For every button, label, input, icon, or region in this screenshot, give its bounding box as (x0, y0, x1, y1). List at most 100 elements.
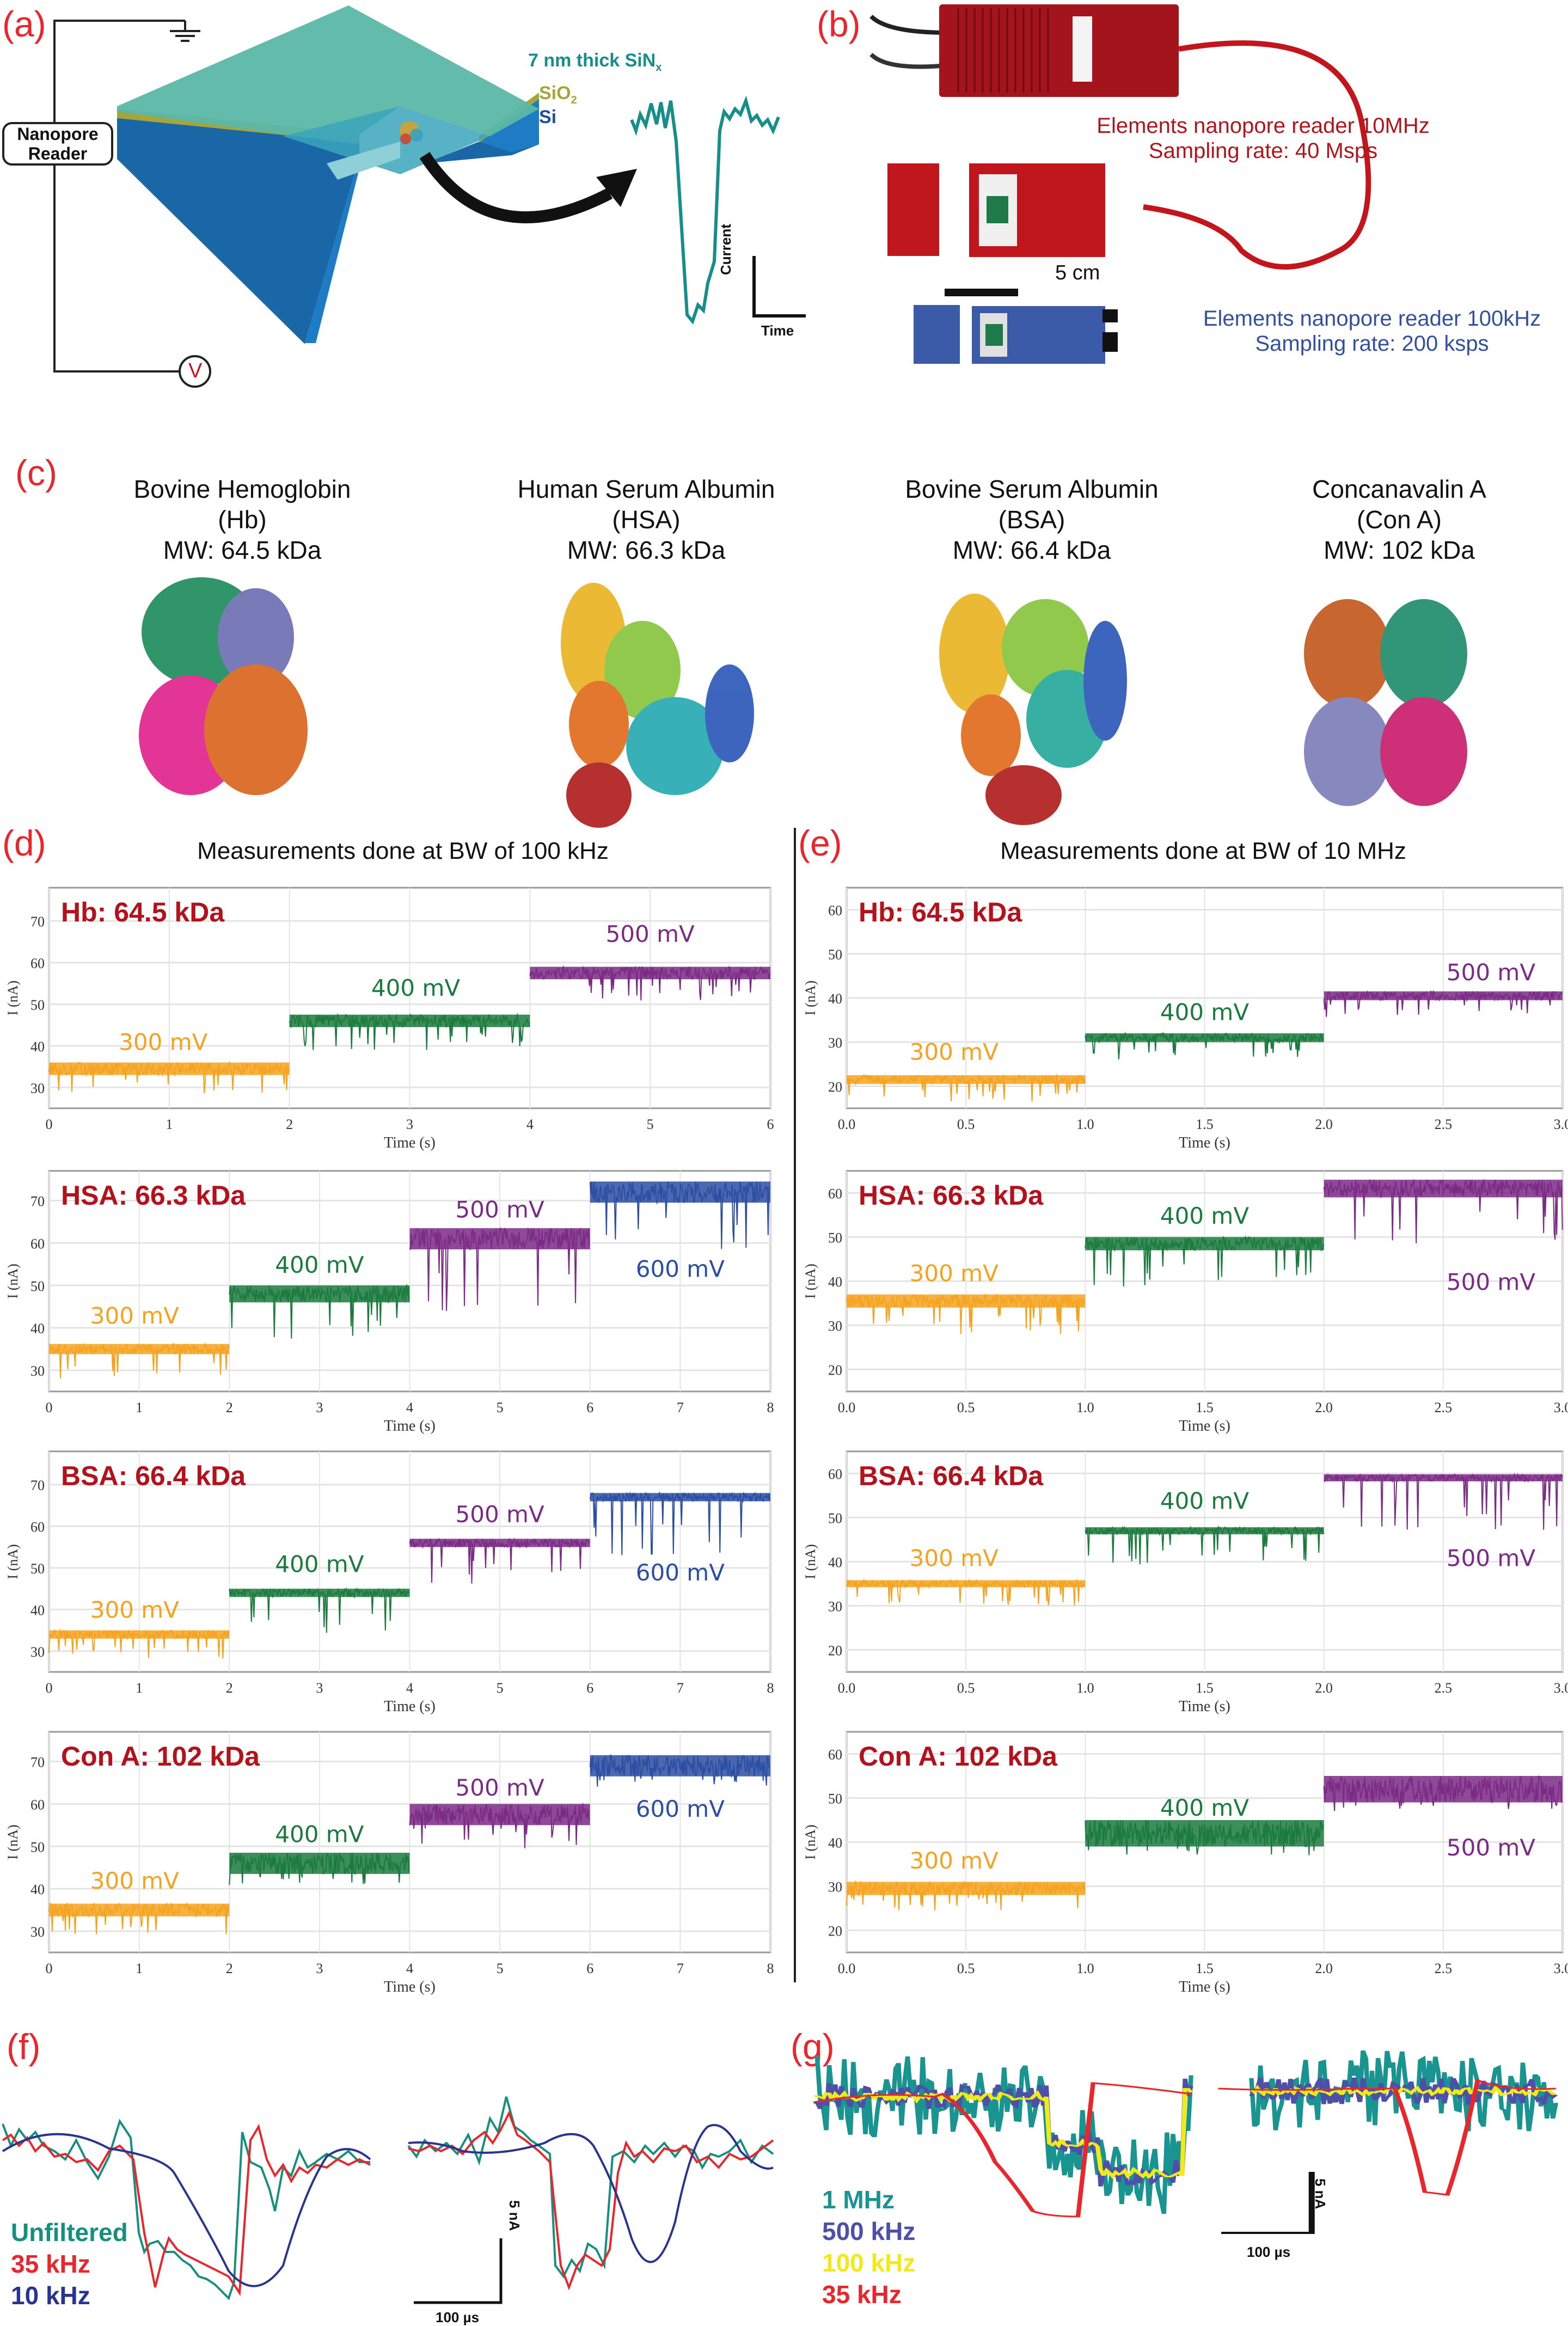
ytick-label: 50 (828, 947, 842, 963)
trace-band (847, 1075, 1086, 1084)
ytick-label: 30 (30, 1080, 45, 1096)
ytick-label: 60 (30, 1236, 45, 1251)
ytick-label: 60 (828, 1467, 842, 1482)
x-axis-label: Time (s) (1179, 1418, 1230, 1434)
panel-d-title: Measurements done at BW of 100 kHz (197, 838, 609, 864)
voltage-label: 300 mV (90, 1867, 179, 1894)
xtick-label: 0 (46, 1680, 53, 1696)
ytick-label: 50 (30, 1278, 45, 1294)
chart-title: Hb: 64.5 kDa (859, 897, 1022, 927)
trace-xlabel: Time (761, 322, 794, 339)
xtick-label: 2.0 (1315, 1680, 1333, 1696)
sinx-subscript: x (656, 61, 662, 74)
ytick-label: 20 (828, 1363, 842, 1378)
trace-band (847, 1882, 1086, 1895)
xtick-label: 3 (316, 1961, 323, 1976)
ytick-label: 60 (828, 903, 842, 919)
voltage-label: 500 mV (1447, 959, 1535, 986)
trace-band (590, 1755, 770, 1776)
xtick-label: 7 (677, 1680, 684, 1696)
protein-title-hb: Bovine Hemoglobin (Hb) MW: 64.5 kDa (90, 474, 395, 565)
y-axis-label: I (nA) (803, 1263, 818, 1298)
panel-divider (794, 828, 796, 1982)
xtick-label: 3.0 (1554, 1400, 1568, 1415)
ytick-label: 70 (30, 1478, 45, 1493)
protein-name: Bovine Serum Albumin (905, 475, 1159, 503)
chart-e-bsa: 20 30 40 50 60 0.0 0.5 1.0 1.5 2.0 2.5 3.0 Time (s) I… (803, 1450, 1568, 1715)
xtick-label: 2.5 (1435, 1400, 1453, 1415)
protein-title-hsa: Human Serum Albumin (HSA) MW: 66.3 kDa (494, 474, 799, 565)
trace-unfiltered-event1 (2, 2119, 370, 2300)
xtick-label: 8 (767, 1400, 774, 1415)
voltage-label: 400 mV (275, 1821, 364, 1848)
panel-b-label: (b) (817, 4, 861, 44)
ytick-label: 40 (30, 1602, 45, 1618)
xtick-label: 0.5 (957, 1116, 975, 1132)
xtick-label: 7 (677, 1961, 684, 1976)
trace-scale-bar (752, 256, 806, 318)
sio2-subscript: 2 (571, 94, 577, 106)
ytick-label: 60 (30, 1519, 45, 1535)
xtick-label: 5 (497, 1680, 504, 1696)
trace-band (229, 1589, 410, 1597)
protein-name: Concanavalin A (1312, 475, 1486, 503)
ytick-label: 30 (30, 1644, 45, 1660)
trace-band (49, 1903, 230, 1916)
trace-band (229, 1852, 410, 1874)
trace-35khz-event2 (1218, 2078, 1557, 2196)
xtick-label: 0 (46, 1116, 53, 1132)
protein-abbr: (Hb) (218, 505, 267, 534)
chart-title: HSA: 66.3 kDa (61, 1180, 246, 1211)
trace-band (1324, 1776, 1563, 1803)
legend-f: Unfiltered 35 kHz 10 kHz (11, 2217, 128, 2311)
voltage-label: 400 mV (275, 1551, 364, 1578)
xtick-label: 3 (316, 1400, 323, 1415)
ytick-label: 40 (30, 1039, 45, 1054)
reader-10mhz-label: Elements nanopore reader 10MHz Sampling … (1067, 113, 1459, 163)
xtick-label: 1.0 (1076, 1680, 1094, 1696)
nanopore-schematic (53, 5, 806, 388)
voltage-label: 300 mV (910, 1039, 999, 1065)
xtick-label: 0 (46, 1400, 53, 1415)
voltage-label: 300 mV (910, 1847, 999, 1874)
ytick-label: 40 (828, 1555, 842, 1571)
sinx-label: 7 nm thick SiNx (528, 50, 661, 74)
ytick-label: 60 (30, 1797, 45, 1812)
xtick-label: 1 (136, 1961, 143, 1976)
y-axis-label: I (nA) (5, 1263, 21, 1298)
xtick-label: 3.0 (1554, 1680, 1568, 1696)
ytick-label: 70 (30, 914, 45, 930)
trace-band (409, 1804, 590, 1826)
protein-abbr: (HSA) (612, 505, 681, 534)
voltage-label: 600 mV (636, 1256, 725, 1283)
y-axis-label: I (nA) (5, 1544, 21, 1579)
voltage-source-icon (179, 355, 211, 388)
trace-band (49, 1630, 230, 1639)
chart-title: Hb: 64.5 kDa (61, 897, 225, 927)
trace-1mhz-event1 (813, 2056, 1193, 2214)
panel-f-label: (f) (7, 2026, 41, 2067)
filter-comparison-10mhz (812, 2050, 1558, 2234)
x-axis-label: Time (s) (384, 1134, 436, 1151)
silicon-layer (117, 114, 359, 343)
trace-10khz-event1 (2, 2133, 371, 2287)
trace-band (1324, 1474, 1563, 1482)
headstage-lid-red (887, 163, 939, 256)
legend-item-35khz: 35 kHz (822, 2280, 902, 2309)
xtick-label: 8 (767, 1680, 774, 1696)
voltage-label: 600 mV (636, 1559, 725, 1586)
ytick-label: 50 (30, 1561, 45, 1577)
trace-band (49, 1062, 290, 1075)
legend-g: 1 MHz 500 kHz 100 kHz 35 kHz (822, 2184, 915, 2310)
xtick-label: 6 (586, 1680, 593, 1696)
xtick-label: 4 (406, 1961, 413, 1976)
xtick-label: 1 (136, 1680, 143, 1696)
voltage-label: 400 mV (1160, 1202, 1249, 1229)
arrow-icon (419, 152, 613, 224)
trace-ylabel: Current (718, 224, 734, 275)
legend-item-35khz: 35 kHz (11, 2250, 90, 2278)
chart-d-bsa: 30 40 50 60 70 0 1 2 3 4 5 6 7 8 Time (s) I (nA) 300 mV 4… (5, 1450, 774, 1715)
reader-100khz-name: Elements nanopore reader 100kHz (1203, 307, 1541, 331)
trace-unfiltered-event2 (407, 2096, 774, 2279)
trace-band (530, 967, 770, 980)
